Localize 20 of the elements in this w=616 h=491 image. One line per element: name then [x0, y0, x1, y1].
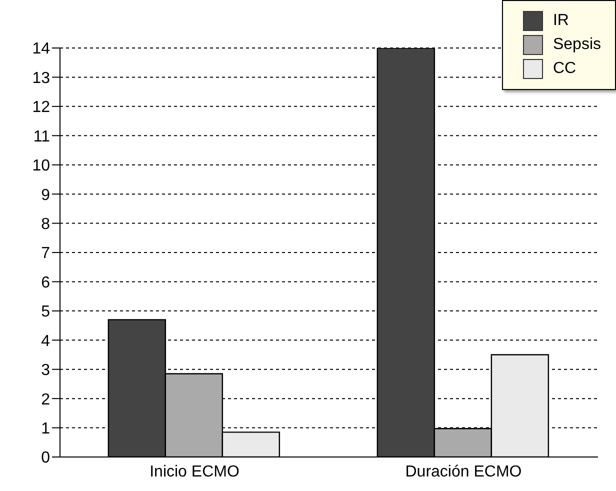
legend-label: IR [552, 12, 569, 30]
legend-label: CC [552, 60, 576, 78]
y-tick-label: 3 [41, 362, 50, 380]
x-tick-label: Duración ECMO [405, 463, 522, 480]
y-tick-label: 1 [41, 420, 50, 438]
x-tick-label: Inicio ECMO [150, 463, 240, 480]
y-tick-label: 10 [32, 158, 50, 175]
y-tick-label: 14 [32, 40, 50, 58]
y-tick-label: 7 [41, 245, 50, 262]
y-tick-label: 8 [41, 216, 50, 233]
legend-label: Sepsis [552, 36, 601, 54]
y-tick-label: 4 [41, 332, 50, 350]
y-tick-label: 6 [41, 274, 50, 292]
y-tick-label: 0 [41, 450, 50, 467]
y-tick-label: 12 [32, 99, 50, 116]
y-tick-label: 13 [32, 70, 50, 87]
y-tick-label: 11 [33, 128, 50, 146]
y-tick-label: 5 [41, 304, 50, 321]
y-tick-label: 9 [41, 186, 50, 204]
y-tick-label: 2 [41, 391, 50, 408]
